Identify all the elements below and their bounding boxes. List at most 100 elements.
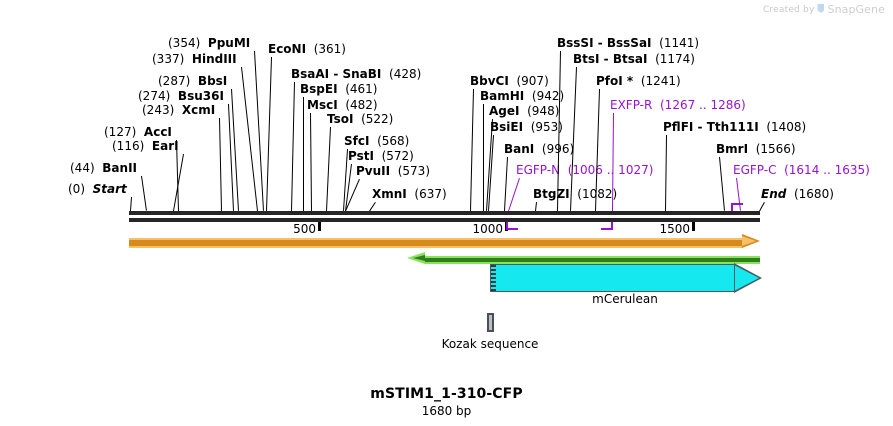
site-name: HindIII — [191, 52, 237, 66]
site-label-bsiei[interactable]: BsiEI (953) — [490, 121, 563, 134]
site-name: AccI — [143, 125, 172, 139]
site-position: (482) — [345, 98, 378, 112]
site-name: PstI — [348, 149, 374, 163]
site-label-tsoi[interactable]: TsoI (522) — [327, 113, 393, 126]
site-name: BamHI — [480, 89, 525, 103]
site-label-btgzi[interactable]: BtgZI (1082) — [533, 188, 617, 201]
site-label-egfpn[interactable]: EGFP-N (1006 .. 1027) — [516, 164, 653, 177]
site-label-exfpr[interactable]: EXFP-R (1267 .. 1286) — [610, 99, 746, 112]
site-name: BspEI — [300, 82, 338, 96]
mcerulean-label: mCerulean — [592, 292, 658, 306]
watermark-prefix: Created by — [762, 4, 815, 15]
site-position: (44) — [70, 161, 95, 175]
site-name: Start — [92, 182, 127, 196]
snapgene-watermark: Created by SnapGene — [763, 3, 885, 16]
site-label-bsaai_snabi[interactable]: BsaAI - SnaBI (428) — [291, 68, 421, 81]
site-name: AgeI — [489, 104, 520, 118]
mcerulean-feature-arrow[interactable] — [490, 263, 762, 293]
site-label-xmni[interactable]: XmnI (637) — [372, 188, 447, 201]
site-name: BtsI - BtsaI — [573, 52, 648, 66]
site-label-pvuii[interactable]: PvuII (573) — [356, 165, 430, 178]
site-position: (337) — [152, 52, 185, 66]
mcerulean-arrowhead — [734, 265, 759, 291]
site-label-bamhi[interactable]: BamHI (942) — [480, 90, 564, 103]
site-name: BtgZI — [533, 187, 570, 201]
site-label-earl[interactable]: (116) EarI — [112, 140, 179, 153]
reverse-feature-arrowhead-inner — [413, 255, 425, 261]
site-name: BanI — [504, 142, 535, 156]
site-label-sfci[interactable]: SfcI (568) — [344, 135, 409, 148]
snapgene-flag-icon — [817, 4, 825, 15]
site-position: (948) — [527, 104, 560, 118]
site-position: (1241) — [640, 74, 681, 88]
site-position: (116) — [112, 139, 145, 153]
mcerulean-arrow-body — [490, 264, 735, 292]
site-label-layer: (0) Start (44) BanII (116) EarI (127) AccI(… — [68, 37, 870, 212]
site-label-btsi_btsai[interactable]: BtsI - BtsaI (1174) — [573, 53, 695, 66]
site-name: EcoNI — [268, 42, 307, 56]
watermark-brand: SnapGene — [827, 3, 885, 16]
site-name: EGFP-C — [733, 163, 777, 177]
site-position: (461) — [345, 82, 378, 96]
ruler-tick-label: 1500 — [659, 222, 690, 236]
site-label-ppumi[interactable]: (354) PpuMI — [168, 37, 250, 50]
site-label-pfoi[interactable]: PfoI * (1241) — [596, 75, 681, 88]
primer-bracket — [506, 222, 518, 230]
site-position: (637) — [414, 187, 447, 201]
site-label-xcmi[interactable]: (243) XcmI — [142, 104, 215, 117]
site-position: (572) — [381, 149, 414, 163]
site-position: (354) — [168, 36, 201, 50]
axis-bottom-strand — [129, 218, 760, 222]
site-position: (942) — [531, 89, 565, 103]
site-label-pflfi_tth111i[interactable]: PflFI - Tth111I (1408) — [663, 121, 806, 134]
site-name: BbsI — [197, 74, 228, 88]
site-name: EarI — [151, 139, 179, 153]
site-position: (274) — [138, 89, 171, 103]
kozak-feature-box[interactable] — [487, 313, 494, 332]
site-name: BanII — [102, 161, 137, 175]
site-position: (568) — [377, 134, 410, 148]
site-name: BsiEI — [490, 120, 524, 134]
site-position: (1614 .. 1635) — [784, 163, 870, 177]
site-label-hindiii[interactable]: (337) HindIII — [152, 53, 237, 66]
site-label-bspei[interactable]: BspEI (461) — [300, 83, 377, 96]
orf-line — [129, 238, 743, 248]
site-name: PvuII — [356, 164, 391, 178]
site-position: (1267 .. 1286) — [660, 98, 746, 112]
site-label-bbsi[interactable]: (287) BbsI — [158, 75, 227, 88]
site-name: BsaAI - SnaBI — [291, 67, 382, 81]
primer-bracket — [731, 203, 743, 211]
ruler-tick — [318, 222, 321, 231]
page-title: mSTIM1_1-310-CFP — [370, 386, 523, 402]
site-position: (287) — [158, 74, 191, 88]
site-label-agei[interactable]: AgeI (948) — [489, 105, 559, 118]
site-label-start[interactable]: (0) Start — [68, 183, 127, 196]
site-position: (428) — [389, 67, 422, 81]
site-name: MscI — [307, 98, 338, 112]
site-position: (573) — [397, 164, 431, 178]
site-label-bmri[interactable]: BmrI (1566) — [716, 143, 796, 156]
site-leader-line — [303, 97, 304, 211]
site-label-banii[interactable]: (44) BanII — [70, 162, 137, 175]
site-name: TsoI — [327, 112, 354, 126]
site-position: (522) — [361, 112, 394, 126]
site-label-econi[interactable]: EcoNI (361) — [268, 43, 346, 56]
site-label-bsssi_bsssai[interactable]: BssSI - BssSaI (1141) — [557, 37, 699, 50]
ruler-tick-label: 1000 — [472, 222, 503, 236]
site-label-end[interactable]: End (1680) — [761, 188, 834, 201]
site-name: PflFI - Tth111I — [663, 120, 759, 134]
site-label-msci[interactable]: MscI (482) — [307, 99, 378, 112]
site-name: BssSI - BssSaI — [557, 36, 652, 50]
site-position: (0) — [68, 182, 85, 196]
site-name: PpuMI — [207, 36, 251, 50]
site-label-bsu36i[interactable]: (274) Bsu36I — [138, 90, 224, 103]
site-label-bbvci[interactable]: BbvCI (907) — [470, 75, 549, 88]
site-position: (1566) — [755, 142, 796, 156]
site-name: XmnI — [372, 187, 407, 201]
site-label-psti[interactable]: PstI (572) — [348, 150, 414, 163]
site-label-acci[interactable]: (127) AccI — [104, 126, 172, 139]
site-name: SfcI — [344, 134, 370, 148]
site-leader-line — [483, 104, 484, 211]
site-label-egfpc[interactable]: EGFP-C (1614 .. 1635) — [733, 164, 870, 177]
